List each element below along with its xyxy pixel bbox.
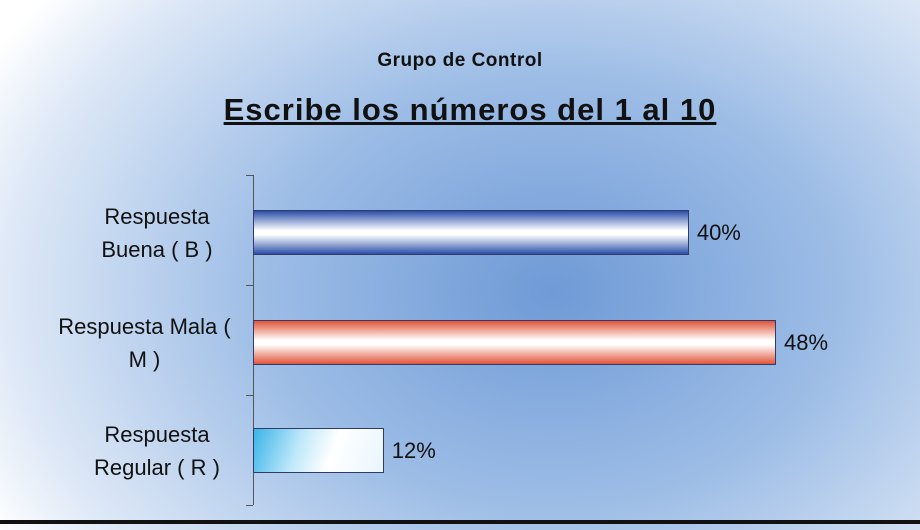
axis-tick [246, 395, 253, 396]
axis-tick [246, 505, 253, 506]
axis-tick [246, 285, 253, 286]
bar [253, 210, 689, 255]
chart-subtitle: Escribe los números del 1 al 10 [223, 92, 717, 127]
category-label: Respuesta Buena ( B ) [101, 204, 213, 262]
axis-tick [246, 175, 253, 176]
value-label: 48% [784, 330, 829, 355]
bar [253, 428, 384, 473]
frame-border [0, 520, 920, 524]
bar [253, 320, 776, 365]
value-label: 12% [391, 438, 436, 463]
value-label: 40% [696, 220, 741, 245]
chart-title: Grupo de Control [377, 50, 543, 71]
category-label: Respuesta Mala ( M ) [58, 314, 231, 372]
category-label: Respuesta Regular ( R ) [94, 422, 220, 480]
